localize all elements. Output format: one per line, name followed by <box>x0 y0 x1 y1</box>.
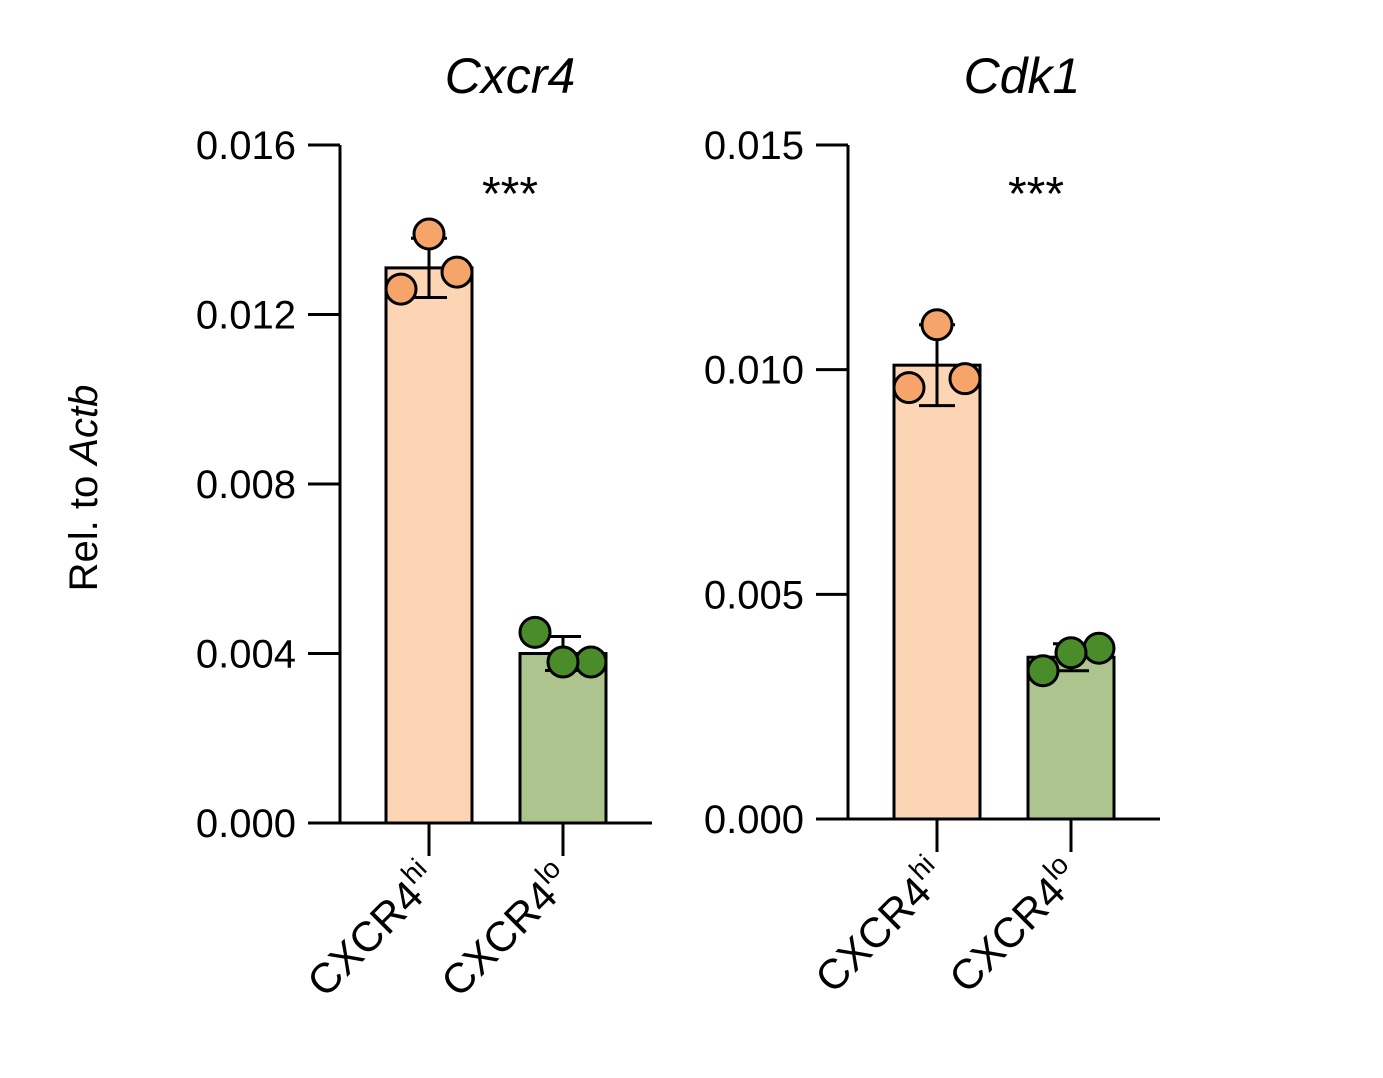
chart-title: Cdk1 <box>964 48 1081 104</box>
bar <box>384 266 474 825</box>
y-tick-label: 0.000 <box>196 802 296 846</box>
data-point <box>892 371 926 405</box>
y-tick-label: 0.008 <box>196 463 296 507</box>
x-tick-label: CXCR4hi <box>803 849 956 1002</box>
data-point <box>1054 636 1088 670</box>
significance-label: *** <box>482 168 538 221</box>
data-point <box>574 645 608 679</box>
data-point <box>440 255 474 289</box>
data-point <box>384 272 418 306</box>
data-point <box>518 615 552 649</box>
data-point <box>948 362 982 396</box>
data-point <box>546 645 580 679</box>
data-point <box>412 217 446 251</box>
data-point <box>1082 631 1116 665</box>
y-axis-label: Rel. to Actb <box>62 385 106 592</box>
x-tick-label: CXCR4lo <box>937 849 1090 1002</box>
y-tick-label: 0.000 <box>704 798 804 842</box>
data-point <box>920 308 954 342</box>
y-tick-label: 0.012 <box>196 294 296 338</box>
bar <box>892 363 982 821</box>
chart-title: Cxcr4 <box>445 48 576 104</box>
y-tick-label: 0.004 <box>196 633 296 677</box>
y-tick-label: 0.016 <box>196 124 296 168</box>
significance-label: *** <box>1008 168 1064 221</box>
chart-panel-2: Cdk1 *** 0.000 0.005 0.010 0.015 CXCR4hiCXCR4l… <box>704 48 1160 1001</box>
y-tick-label: 0.015 <box>704 124 804 168</box>
y-tick-label: 0.010 <box>704 349 804 393</box>
bar <box>518 652 608 825</box>
data-point <box>1026 654 1060 688</box>
x-tick-label: CXCR4lo <box>429 853 582 1006</box>
y-tick-label: 0.005 <box>704 573 804 617</box>
chart-panel-1: Cxcr4 *** 0.000 0.004 0.008 0.012 0.016 CXCR4hi… <box>196 48 652 1005</box>
x-tick-label: CXCR4hi <box>295 853 448 1006</box>
